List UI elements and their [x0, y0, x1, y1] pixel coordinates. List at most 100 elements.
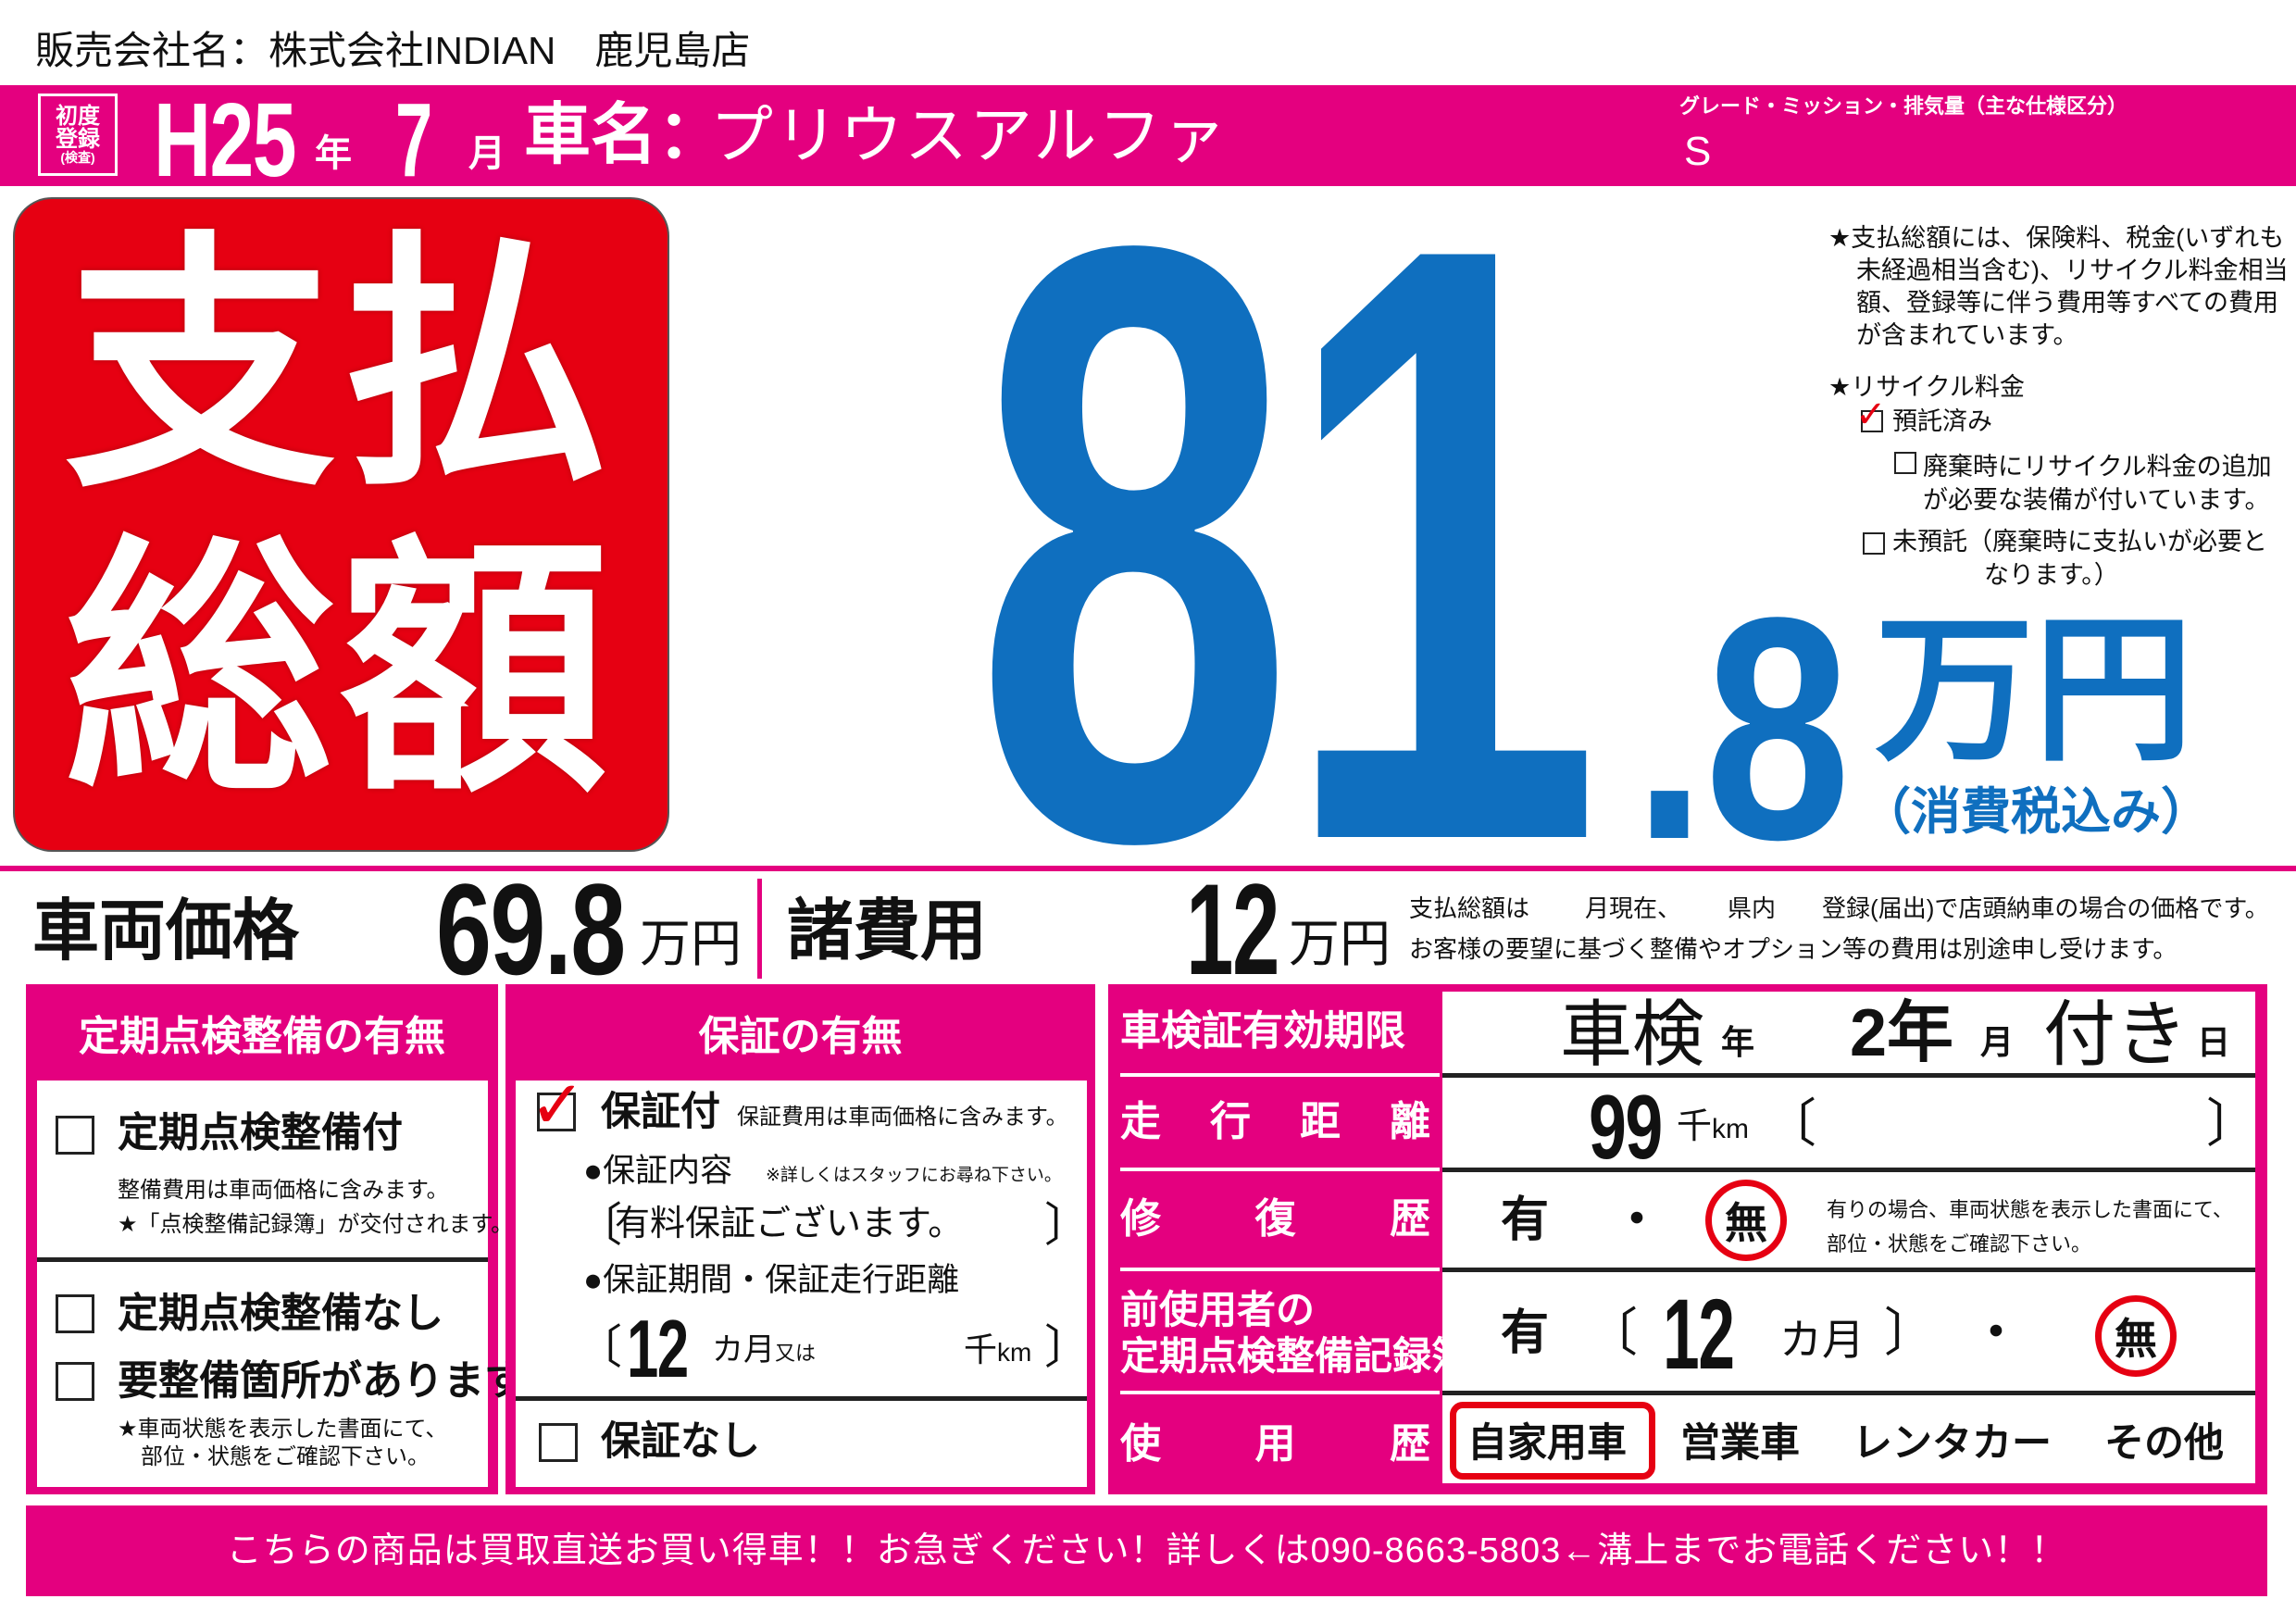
grade-value: S [1684, 129, 1712, 174]
note-line: 有りの場合、車両状態を表示した書面にて、 [1827, 1198, 2233, 1221]
fees-label: 諸費用 [787, 894, 988, 968]
tax-note: （消費税込み） [1861, 784, 2211, 840]
mileage-label: 走行距離 [1120, 1102, 1430, 1143]
divider [1442, 1168, 2255, 1172]
warranty-body [516, 1081, 1087, 1487]
warranty-none-checkbox[interactable] [539, 1423, 578, 1462]
separator-dot: ・ [1972, 1306, 2021, 1360]
vehicle-price-unit: 万円 [640, 915, 742, 972]
separator-dot: ・ [1613, 1193, 1662, 1247]
warranty-distance-unit: 千km [964, 1333, 1031, 1367]
or-label: 又は [775, 1342, 817, 1365]
fees-value: 12 [1186, 856, 1279, 1002]
dealer-label: 販売会社名： [35, 29, 269, 72]
recycle-deposited-checkbox[interactable] [1861, 410, 1883, 432]
label-line: 定期点検整備記録簿 [1120, 1334, 1471, 1378]
note-line: ★支払総額には、保険料、税金(いずれも [1828, 224, 2285, 252]
bracket-close: 〕 [2206, 1094, 2258, 1153]
inspection-body [37, 1081, 488, 1487]
label-char: 走 [1120, 1099, 1161, 1144]
year-unit: 年 [315, 133, 352, 174]
total-price-decimal: .8 [1633, 552, 1851, 906]
divider [1120, 1168, 1440, 1171]
recycle-deposited-label: 預託済み [1892, 407, 1992, 435]
included-note: ★支払総額には、保険料、税金(いずれも 未経過相当含む)、リサイクル料金相当 額… [1828, 222, 2289, 352]
inspection-title: 定期点検整備の有無 [79, 1014, 445, 1059]
repair-history-label: 修復歴 [1120, 1199, 1430, 1240]
total-label-line1: 支払 [65, 216, 613, 518]
car-name-label: 車名： [524, 98, 725, 172]
condition-part: 登録(届出)で店頭納車の場合の価格です。 [1822, 894, 2269, 922]
warranty-with-note: 保証費用は車両価格に含みます。 [737, 1105, 1068, 1130]
km-unit: km [1712, 1114, 1750, 1144]
needs-maintenance-label: 要整備箇所があります [118, 1358, 525, 1404]
bracket-open: 〔 [576, 1321, 622, 1373]
condition-part: 月現在、 [1585, 894, 1682, 922]
divider [1120, 1391, 1440, 1394]
warranty-content-value: 有料保証ございます。 [615, 1205, 964, 1243]
divider [37, 1257, 488, 1262]
footer-banner: こちらの商品は買取直送お買い得車！！お急ぎください！詳しくは090-8663-5… [26, 1505, 2267, 1596]
label-char: 離 [1390, 1099, 1430, 1144]
label-char: 歴 [1390, 1196, 1430, 1242]
repair-no-option-selected[interactable]: 無 [1705, 1180, 1787, 1261]
label-text: 車検証有効期限 [1120, 1008, 1405, 1054]
usage-option-private[interactable]: 自家用車 [1467, 1421, 1627, 1466]
note-line: 部位・状態をご確認下さい。 [1827, 1232, 2092, 1255]
recycle-additional-label: 廃棄時にリサイクル料金の追加 が必要な装備が付いています。 [1923, 450, 2272, 517]
label-char: 距 [1300, 1099, 1341, 1144]
inspection-with-note: ★「点検整備記録簿」が交付されます。 [118, 1212, 514, 1237]
header-bar [0, 85, 2296, 186]
bracket-open: 〔 [1765, 1094, 1816, 1153]
divider [757, 879, 762, 979]
records-no-option-selected[interactable]: 無 [2095, 1295, 2177, 1377]
warranty-content-label: ●保証内容 [583, 1153, 733, 1189]
usage-option-commercial[interactable]: 営業車 [1680, 1421, 1800, 1466]
divider [1442, 1391, 2255, 1395]
records-months-unit: カ月 [1779, 1316, 1865, 1364]
first-registration-badge: 初度 登録 (検査) [38, 94, 118, 176]
warranty-months-unit: カ月又は [712, 1334, 816, 1366]
label-char: 使 [1120, 1421, 1161, 1467]
warranty-with-checkbox[interactable] [537, 1093, 576, 1131]
usage-option-other[interactable]: その他 [2104, 1421, 2224, 1466]
warranty-with-label: 保証付 [601, 1090, 720, 1134]
badge-line: 初度 [56, 103, 100, 129]
divider [1120, 1268, 1440, 1271]
warranty-content-note: ※詳しくはスタッフにお尋ね下さい。 [766, 1166, 1062, 1185]
car-name: プリウスアルファ [710, 101, 1229, 171]
divider [1442, 1073, 2255, 1078]
divider [1442, 1268, 2255, 1272]
price-condition-line2: お客様の要望に基づく整備やオプション等の費用は別途申し受けます。 [1409, 935, 2177, 963]
vehicle-price-value: 69.8 [436, 856, 626, 1002]
note-line: が含まれています。 [1856, 321, 2078, 349]
total-price-unit: 万円 [1875, 602, 2193, 780]
badge-line: (検査) [60, 149, 95, 165]
usage-option-rental[interactable]: レンタカー [1853, 1421, 2052, 1466]
months-unit: カ月 [712, 1332, 775, 1368]
recycle-additional-checkbox[interactable] [1894, 452, 1916, 474]
warranty-months: 12 [627, 1303, 689, 1394]
warranty-period-label: ●保証期間・保証走行距離 [583, 1262, 960, 1298]
usage-history-label: 使用歴 [1120, 1424, 1430, 1465]
shaken-year-unit: 年 [1721, 1023, 1755, 1061]
records-label: 前使用者の 定期点検整備記録簿 [1120, 1287, 1470, 1380]
label-char: 用 [1254, 1421, 1296, 1467]
inspection-with-checkbox[interactable] [56, 1116, 94, 1155]
thousand-unit: 千 [964, 1330, 998, 1368]
repair-yes-option[interactable]: 有 [1501, 1193, 1550, 1247]
bracket-open: 〔 [1586, 1304, 1638, 1362]
registration-year: H25 [154, 81, 297, 198]
needs-maintenance-checkbox[interactable] [56, 1362, 94, 1401]
records-yes-option[interactable]: 有 [1501, 1306, 1550, 1360]
inspection-without-checkbox[interactable] [56, 1294, 94, 1333]
fees-unit: 万円 [1289, 915, 1391, 972]
checkmark-icon: ✓ [1855, 394, 1887, 435]
total-label-line2: 総額 [65, 519, 613, 821]
label-char: 復 [1254, 1196, 1296, 1242]
note-line: が必要な装備が付いています。 [1923, 486, 2270, 514]
bracket-close: 〕 [1884, 1304, 1936, 1362]
shaken-suffix: 付き [2043, 993, 2189, 1075]
recycle-undeposited-checkbox[interactable] [1863, 532, 1885, 555]
shaken-prefix: 車検 [1560, 993, 1705, 1075]
